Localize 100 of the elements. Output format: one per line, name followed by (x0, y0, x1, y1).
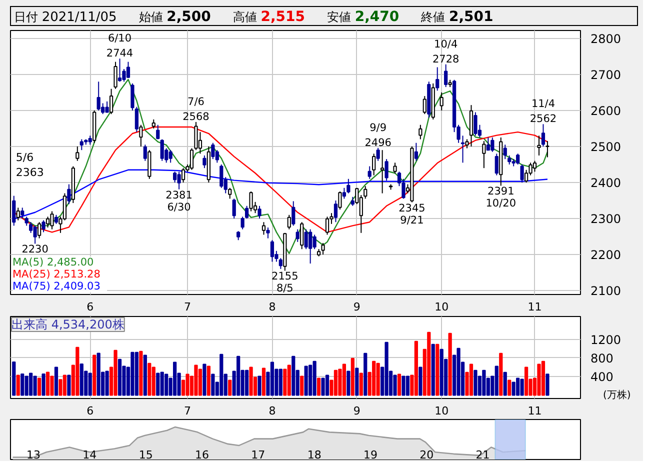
annotation: 2381 6/30 (166, 189, 192, 214)
bar (228, 380, 232, 396)
bar (440, 348, 444, 396)
bar (334, 370, 338, 396)
candlestick (37, 222, 42, 239)
candlestick (418, 124, 422, 140)
candlestick (143, 144, 147, 162)
bar (448, 332, 452, 396)
bar (364, 352, 368, 396)
x-tick-label: 8 (268, 404, 276, 418)
x-tick-label: 7 (184, 300, 192, 314)
x-tick-label: 11 (528, 404, 542, 418)
bar (29, 372, 33, 396)
text: 終値 2,501 (421, 9, 494, 25)
candlestick (156, 124, 160, 140)
candlestick (503, 144, 507, 160)
text: 安値 2,470 (327, 9, 400, 25)
chart-title: 日付 2021/11/05 (14, 10, 117, 25)
bar (270, 362, 274, 396)
candlestick (334, 200, 338, 223)
candlestick (50, 210, 54, 230)
bar (512, 382, 516, 396)
candlestick (482, 140, 486, 169)
x-tick-label: 11 (528, 300, 542, 314)
candlestick (139, 124, 143, 147)
candlestick (96, 81, 100, 111)
y-tick-label: 2600 (590, 104, 622, 118)
candlestick (270, 240, 274, 262)
bar (114, 350, 118, 396)
candlestick (177, 171, 181, 190)
x-tick-label: 10 (434, 404, 449, 418)
x-tick-label: 20 (420, 448, 434, 462)
bar (427, 332, 431, 396)
bar (88, 372, 92, 396)
bar (402, 376, 406, 396)
candlestick (380, 150, 384, 194)
bar (58, 379, 62, 396)
candlestick (308, 228, 312, 264)
candlestick (350, 196, 354, 206)
bar (198, 368, 202, 396)
candlestick (266, 227, 270, 239)
candlestick (109, 88, 114, 115)
candlestick (67, 184, 71, 205)
bar (346, 370, 350, 396)
bar (414, 340, 418, 396)
y-tick-label: 2400 (590, 176, 622, 190)
bar (499, 352, 503, 396)
bar (524, 366, 528, 396)
annotation: 9/9 2496 (364, 122, 392, 149)
bar (292, 356, 296, 396)
candlestick (376, 147, 380, 162)
text: MA(25) 2,513.28 (12, 268, 100, 280)
bar (244, 370, 249, 396)
y-tick-label: 1200 (590, 332, 622, 347)
y-tick-label: 400 (590, 370, 614, 384)
y-axis-title: (万株) (603, 390, 631, 402)
y-tick-label: 2500 (590, 140, 622, 154)
candlestick (287, 214, 291, 230)
bar (283, 368, 287, 396)
bar (33, 376, 37, 396)
bar (541, 360, 546, 396)
x-tick-label: 6 (86, 300, 94, 314)
bar (220, 354, 224, 396)
bar (12, 361, 16, 396)
bar (321, 378, 325, 396)
candlestick (440, 92, 444, 111)
candlestick (494, 153, 498, 176)
annotation: 6/10 2744 (106, 32, 134, 60)
candlestick (474, 112, 478, 136)
x-tick-label: 21 (476, 448, 490, 462)
x-tick-label: 7 (184, 404, 192, 418)
candlestick (62, 192, 67, 221)
candlestick (444, 64, 448, 88)
candlestick (372, 153, 376, 176)
bar (172, 362, 177, 396)
candlestick (181, 168, 186, 183)
candlestick (262, 222, 266, 236)
candlestick (520, 164, 524, 183)
candlestick (194, 121, 198, 151)
annotation: 10/4 2728 (432, 38, 460, 66)
candlestick (325, 216, 330, 236)
bar (474, 370, 478, 396)
bar (355, 368, 359, 396)
bar (152, 366, 156, 396)
bar (397, 374, 402, 396)
bar (46, 372, 50, 396)
bar (80, 363, 84, 396)
bar (249, 366, 253, 396)
candlestick (436, 66, 440, 92)
bar (118, 358, 122, 396)
bar (482, 370, 486, 396)
x-tick-label: 15 (138, 448, 153, 462)
candlestick (220, 164, 224, 188)
candlestick (29, 222, 33, 234)
candlestick (244, 205, 249, 220)
bar (520, 378, 524, 396)
bar (160, 372, 164, 396)
x-tick-label: 17 (251, 448, 266, 462)
bar (537, 364, 541, 396)
bar (96, 352, 100, 396)
